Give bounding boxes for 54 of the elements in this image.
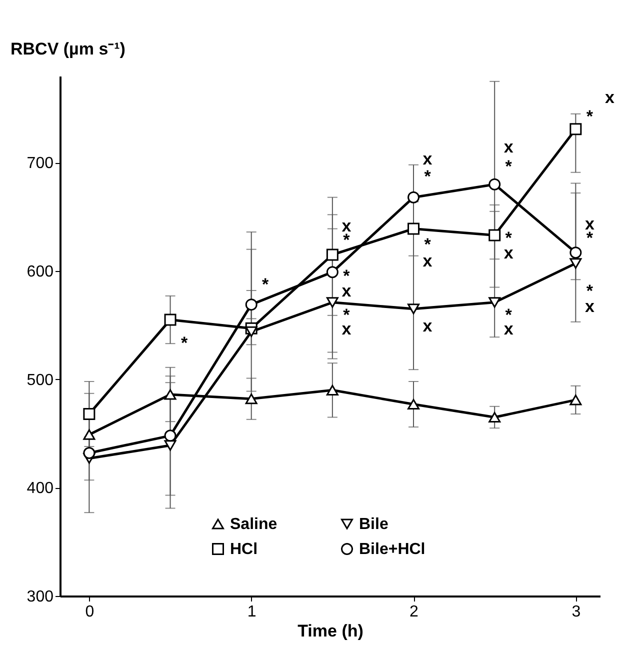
point [245,394,258,404]
annotation: x [422,251,433,270]
point [488,229,501,242]
point [326,297,338,308]
y-tick-label: 600 [26,264,54,280]
point [83,429,96,440]
annotation: * [505,157,512,176]
point [570,246,582,259]
annotation: x [422,149,433,168]
x-axis-title: Time (h) [298,622,364,640]
legend-label: Saline [230,516,278,533]
x-tick-label: 2 [410,604,419,620]
y-tick-label: 700 [26,155,54,172]
legend-label: HCl [230,541,258,558]
point [164,430,176,442]
annotation: x [504,138,514,156]
annotation: * [262,275,270,294]
annotation: * [586,107,594,126]
x-tick-label: 0 [85,604,94,620]
point [164,440,176,451]
point [83,408,96,420]
annotation: x [422,316,433,336]
point [488,412,501,423]
legend-label: Bile [359,516,388,533]
y-tick-label: 300 [26,588,54,606]
point [488,178,501,190]
point [164,389,176,400]
point [326,384,338,396]
point [83,447,96,459]
point [408,304,420,314]
point [164,314,176,326]
point [408,222,420,235]
point [408,191,420,204]
point [570,123,582,136]
y-axis-title: RBCV (µm s⁻¹) [10,40,126,58]
x-tick-label: 3 [572,604,581,620]
y-tick-label: 500 [26,372,54,389]
annotation: * [424,166,432,186]
text: x [604,88,615,107]
point [488,297,501,308]
point [570,394,582,406]
annotation: * [424,235,432,254]
annotation: * [180,334,188,353]
point [326,248,338,261]
point [408,398,420,410]
annotation: * [586,228,594,248]
point [326,266,338,278]
annotation: * [343,230,350,250]
y-tick-label: 400 [26,480,54,498]
point [245,298,258,311]
point [245,326,258,337]
point [570,258,582,269]
x-tick-label: 1 [247,604,256,620]
legend-label: Bile+HCl [359,541,426,558]
